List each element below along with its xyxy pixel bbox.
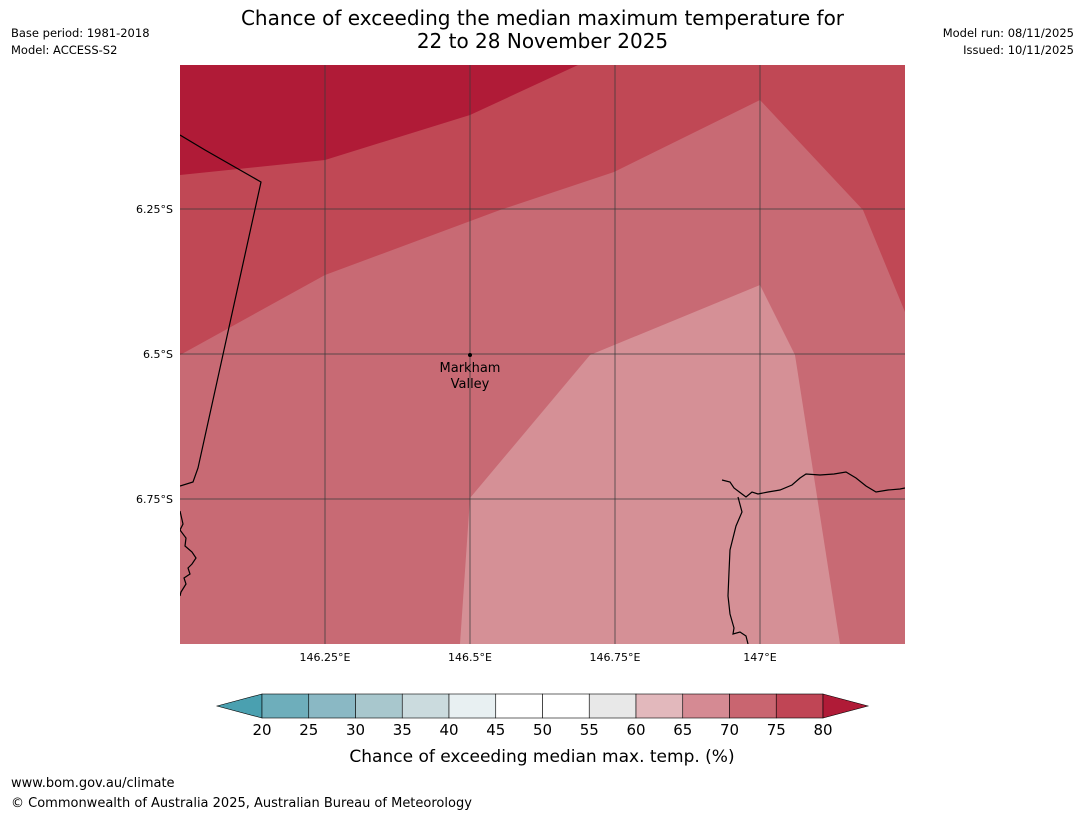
lon-label-146-75: 146.75°E	[590, 651, 641, 664]
lon-label-146-5: 146.5°E	[448, 651, 492, 664]
colorbar-segment	[682, 693, 730, 719]
colorbar-tick-label: 55	[580, 721, 599, 739]
colorbar-segment	[729, 693, 777, 719]
colorbar-segment	[308, 693, 356, 719]
colorbar-tick-label: 45	[486, 721, 505, 739]
province-border	[180, 134, 262, 487]
title-line-1: Chance of exceeding the median maximum t…	[240, 6, 845, 30]
colorbar-segment	[355, 693, 403, 719]
colorbar-segment	[542, 693, 590, 719]
lon-label-147: 147°E	[743, 651, 776, 664]
colorbar-extend-high	[822, 693, 870, 719]
coastline-east	[721, 471, 905, 498]
map-title: Chance of exceeding the median maximum t…	[140, 7, 945, 53]
colorbar-segment	[588, 693, 637, 719]
colorbar-tick-label: 70	[720, 721, 739, 739]
coastlines	[180, 134, 905, 644]
river	[727, 496, 749, 644]
colorbar-tick-label: 35	[393, 721, 412, 739]
colorbar-segment	[261, 693, 310, 719]
band-75-80	[180, 65, 578, 175]
place-name-line-1: Markham	[440, 361, 501, 376]
colorbar-segment	[775, 693, 824, 719]
issued-text: Issued: 10/11/2025	[963, 43, 1074, 57]
meta-left: Base period: 1981-2018 Model: ACCESS-S2	[11, 25, 150, 59]
colorbar-label: Chance of exceeding median max. temp. (%…	[349, 747, 734, 767]
meta-right: Model run: 08/11/2025 Issued: 10/11/2025	[943, 25, 1074, 59]
colorbar: 20 25 30 35 40 45 50 55 60 65 70 75 80	[215, 693, 870, 739]
colorbar-segment	[635, 693, 684, 719]
place-marker	[468, 353, 472, 357]
lon-label-146-25: 146.25°E	[300, 651, 351, 664]
colorbar-tick-label: 60	[626, 721, 645, 739]
colorbar-segment	[448, 693, 497, 719]
model-text: Model: ACCESS-S2	[11, 43, 118, 57]
colorbar-tick-label: 65	[673, 721, 692, 739]
title-line-2: 22 to 28 November 2025	[416, 29, 669, 53]
colorbar-tick-label: 40	[439, 721, 458, 739]
coastline-west	[180, 510, 197, 597]
footer-copyright: © Commonwealth of Australia 2025, Austra…	[11, 796, 472, 811]
model-run-text: Model run: 08/11/2025	[942, 26, 1074, 40]
colorbar-segment	[495, 693, 543, 719]
footer-url: www.bom.gov.au/climate	[11, 776, 175, 791]
colorbar-segment	[401, 693, 450, 719]
base-period-text: Base period: 1981-2018	[11, 26, 150, 40]
colorbar-extend-low	[215, 693, 263, 719]
place-name-line-2: Valley	[451, 377, 490, 392]
colorbar-tick-label: 50	[533, 721, 552, 739]
lat-label-6-5: 6.5°S	[143, 348, 173, 361]
lat-label-6-25: 6.25°S	[136, 203, 173, 216]
colorbar-tick-label: 75	[767, 721, 786, 739]
colorbar-tick-label: 80	[813, 721, 832, 739]
colorbar-tick-label: 30	[346, 721, 365, 739]
band-60-65	[460, 285, 840, 644]
colorbar-tick-label: 20	[252, 721, 271, 739]
lat-label-6-75: 6.75°S	[136, 493, 173, 506]
colorbar-tick-label: 25	[299, 721, 318, 739]
map-area: Markham Valley	[180, 65, 905, 644]
